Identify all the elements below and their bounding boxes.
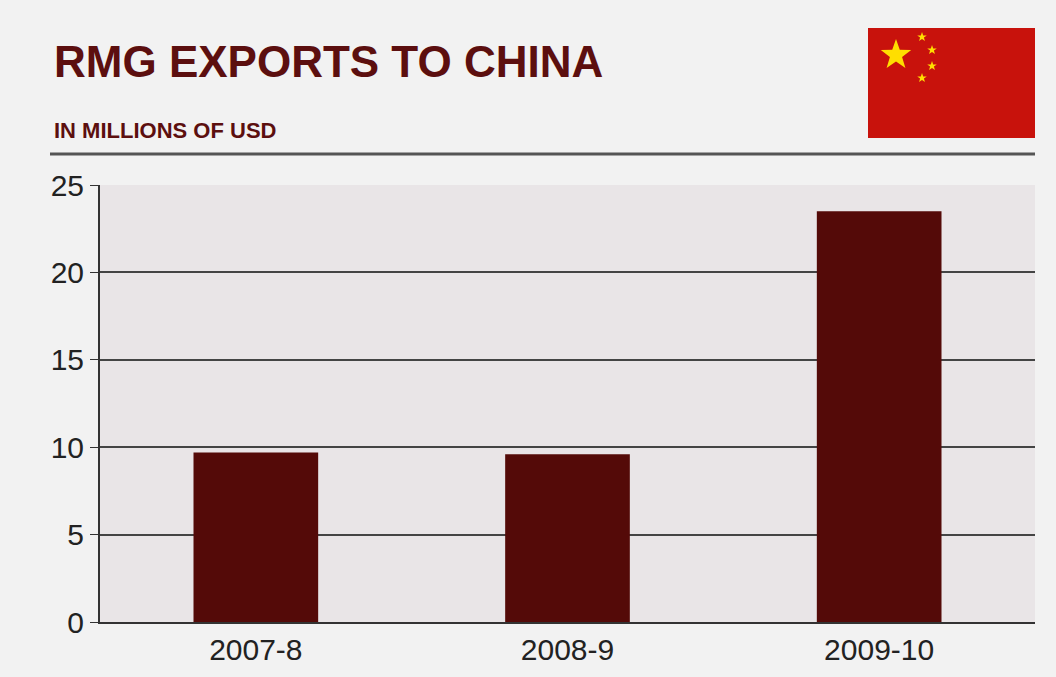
svg-text:20: 20 <box>51 256 84 289</box>
svg-text:10: 10 <box>51 431 84 464</box>
svg-text:25: 25 <box>51 169 84 202</box>
svg-text:2007-8: 2007-8 <box>209 633 302 666</box>
svg-text:15: 15 <box>51 343 84 376</box>
svg-text:RMG EXPORTS TO CHINA: RMG EXPORTS TO CHINA <box>54 37 603 86</box>
svg-text:2009-10: 2009-10 <box>824 633 934 666</box>
svg-text:0: 0 <box>67 606 84 639</box>
svg-text:2008-9: 2008-9 <box>521 633 614 666</box>
svg-text:5: 5 <box>67 518 84 551</box>
svg-text:IN MILLIONS OF USD: IN MILLIONS OF USD <box>54 118 276 143</box>
